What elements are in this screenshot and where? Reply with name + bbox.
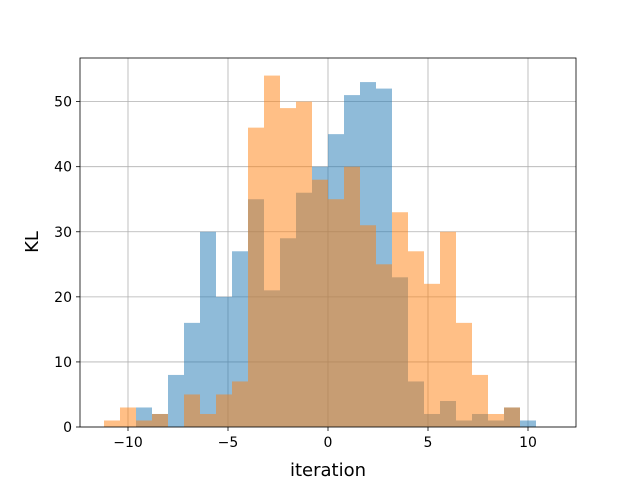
histogram-bar [472,374,488,427]
histogram-bar [152,413,168,427]
histogram-bars [104,75,536,428]
x-tick-label: −5 [218,435,239,451]
histogram-bar [456,322,472,427]
histogram-bar [168,374,184,427]
histogram-bar [408,251,424,427]
x-tick-label: −10 [113,435,143,451]
y-tick-label: 40 [54,160,72,176]
histogram-bar [120,407,136,427]
histogram-bar [232,381,248,427]
histogram-bar [520,420,536,427]
histogram-series-2 [104,75,520,428]
histogram-bar [488,413,504,427]
x-tick-label: 10 [519,435,537,451]
x-tick-label: 0 [324,435,333,451]
histogram-bar [200,413,216,427]
y-tick-label: 0 [63,420,72,436]
axis-ticks: −10 −5 0 5 10 0 10 20 30 40 50 [54,95,537,451]
histogram-bar [344,166,360,427]
histogram-bar [376,264,392,427]
y-tick-label: 30 [54,225,72,241]
histogram-bar [280,108,296,427]
y-tick-label: 10 [54,355,72,371]
histogram-bar [360,225,376,427]
y-tick-label: 20 [54,290,72,306]
x-axis-label: iteration [290,460,366,480]
histogram-bar [248,127,264,427]
histogram-bar [136,420,152,427]
histogram-bar [264,75,280,428]
histogram-bar [504,407,520,427]
y-tick-label: 50 [54,95,72,111]
histogram-bar [184,394,200,427]
histogram-bar [424,283,440,427]
histogram-bar [296,101,312,427]
y-axis-label: KL [22,231,43,253]
histogram-bar [104,420,120,427]
histogram-bar [328,199,344,427]
histogram-bar [200,231,216,427]
histogram-bar [440,231,456,427]
x-tick-label: 5 [424,435,433,451]
histogram-bar [392,212,408,427]
histogram-bar [216,394,232,427]
histogram-bar [312,179,328,427]
